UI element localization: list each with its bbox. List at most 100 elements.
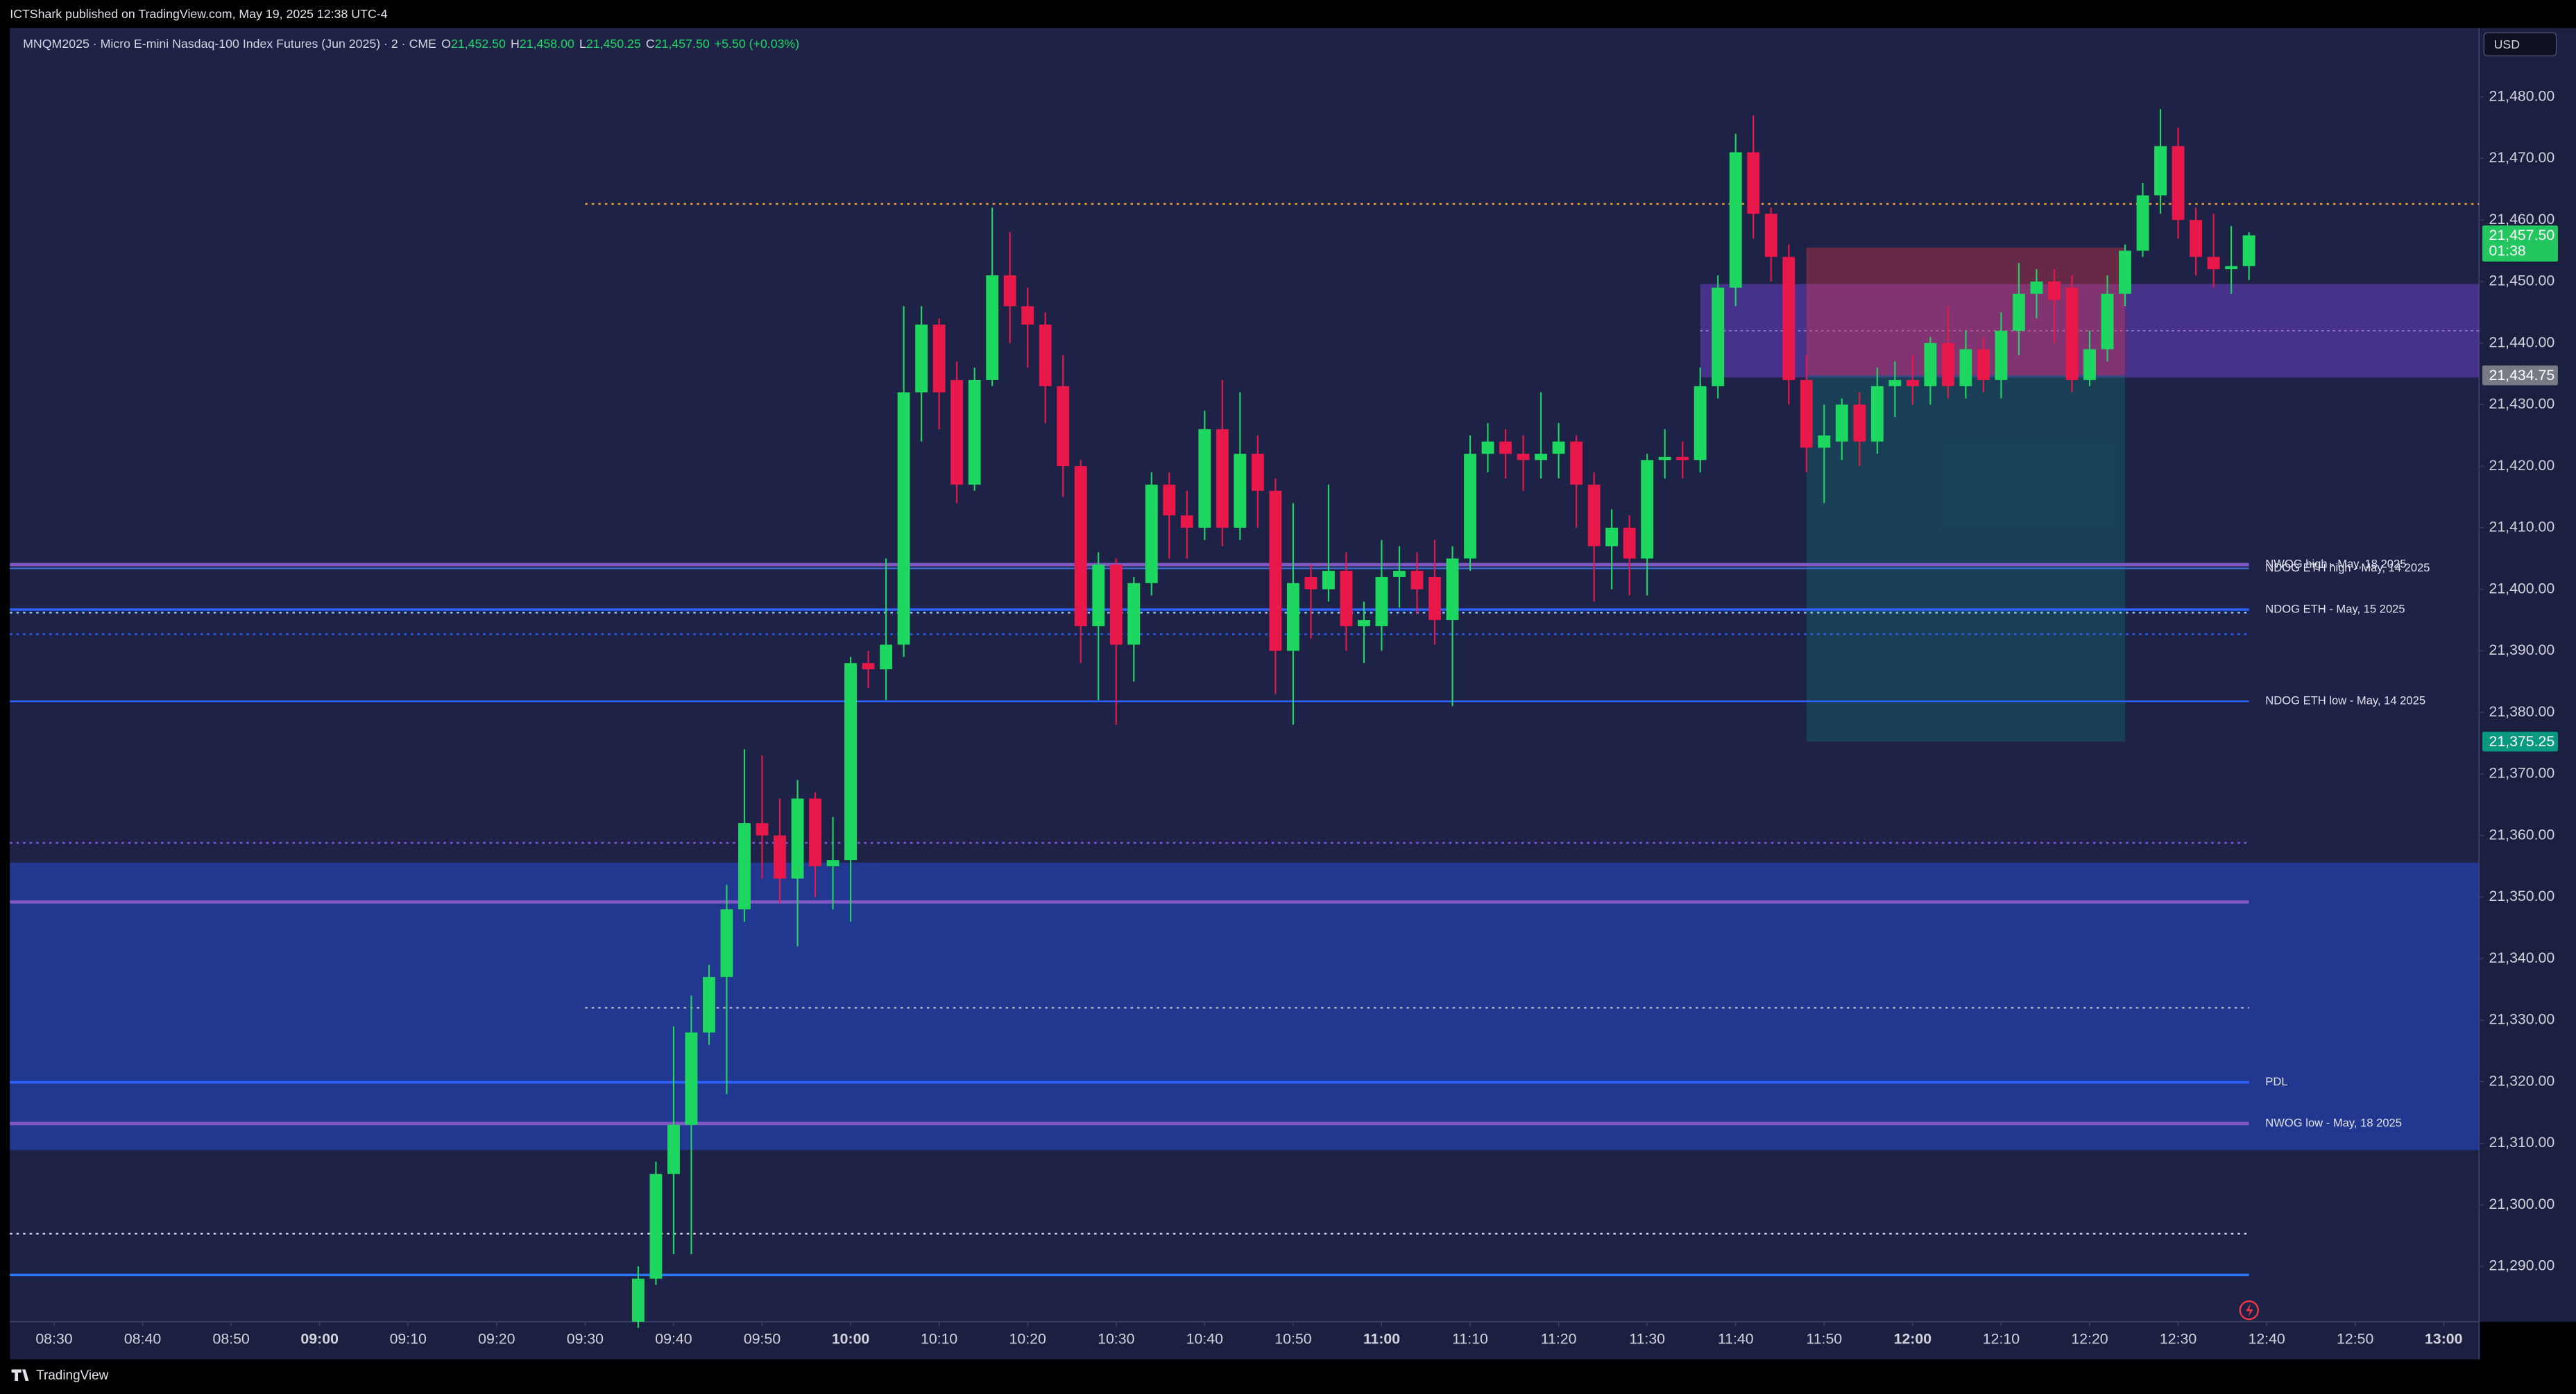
currency[interactable]: USD [2494, 37, 2520, 51]
x-tick-label: 12:00 [1894, 1330, 1931, 1347]
candle-body [1835, 404, 1848, 442]
x-tick-label: 12:50 [2337, 1330, 2373, 1347]
x-tick-label: 10:00 [832, 1330, 869, 1347]
candle-body [1535, 454, 1548, 461]
symbol-legend: MNQM2025 · Micro E-mini Nasdaq-100 Index… [23, 37, 799, 51]
countdown: 01:38 [2489, 243, 2525, 259]
candle-body [1180, 515, 1193, 528]
y-tick-label: 21,470.00 [2489, 149, 2554, 166]
x-tick-label: 09:30 [567, 1330, 604, 1347]
candle-body [1694, 386, 1707, 461]
candle-body [1641, 460, 1654, 559]
candle-body [791, 798, 804, 879]
x-tick-label: 08:30 [35, 1330, 72, 1347]
y-tick-label: 21,350.00 [2489, 888, 2554, 904]
level-label: NWOG high - May, 18 2025 [2265, 558, 2406, 571]
candle-body [2242, 235, 2255, 266]
y-tick-label: 21,310.00 [2489, 1134, 2554, 1151]
candle-body [1959, 349, 1972, 386]
x-tick-label: 10:20 [1009, 1330, 1046, 1347]
candle-body [1924, 343, 1937, 386]
ohlc-key: H [511, 37, 520, 51]
symbol: MNQM2025 · Micro E-mini Nasdaq-100 Index… [23, 37, 436, 51]
candle-body [703, 976, 715, 1033]
candle-body [1109, 565, 1123, 645]
candle-body [1906, 379, 1919, 386]
x-tick-label: 10:50 [1274, 1330, 1311, 1347]
candle-body [1499, 441, 1512, 454]
candle-body [649, 1173, 663, 1279]
candle-body [631, 1278, 645, 1322]
candle-body [1322, 571, 1335, 590]
y-tick-label: 21,360.00 [2489, 826, 2554, 843]
candle-body [1977, 349, 1990, 380]
candle-body [1446, 558, 1459, 621]
x-tick-label: 12:20 [2071, 1330, 2108, 1347]
y-tick-label: 21,430.00 [2489, 395, 2554, 412]
candle-body [1074, 466, 1087, 626]
last-price-badge [2482, 225, 2558, 262]
candle-body [1340, 571, 1353, 626]
candle-body [1304, 576, 1317, 590]
candle-body [1286, 583, 1299, 651]
candle-body [1782, 257, 1795, 380]
candle-body [2172, 146, 2185, 221]
candle-body [2119, 250, 2131, 294]
candle-body [1464, 454, 1476, 559]
y-tick-label: 21,450.00 [2489, 273, 2554, 289]
candle-body [1234, 454, 1247, 528]
candle-body [1375, 576, 1388, 626]
currency-box[interactable] [2483, 32, 2557, 57]
ohlc-key: C [646, 37, 655, 51]
y-tick-label: 21,420.00 [2489, 457, 2554, 474]
candle-body [1587, 484, 1601, 547]
level-label: NWOG low - May, 18 2025 [2265, 1116, 2402, 1129]
brand: TradingView [36, 1368, 109, 1383]
x-tick-label: 11:30 [1629, 1330, 1665, 1347]
candle-body [968, 379, 981, 485]
plot-area [10, 28, 2480, 1322]
candle-body [1428, 576, 1441, 621]
target-badge [2482, 732, 2558, 752]
candle-body [1393, 571, 1406, 577]
candle-body [1410, 571, 1424, 590]
candle-body [1145, 484, 1158, 583]
y-tick-label: 21,440.00 [2489, 334, 2554, 350]
candle-body [1605, 527, 1619, 547]
alert-icon[interactable] [2239, 1300, 2259, 1320]
alert-bolt [2246, 1303, 2253, 1317]
change: +5.50 (+0.03%) [715, 37, 799, 51]
x-tick-label: 12:30 [2160, 1330, 2197, 1347]
candle-body [1941, 343, 1954, 386]
candle-body [774, 835, 786, 879]
candle-body [2030, 281, 2043, 294]
candle-body [2083, 349, 2096, 380]
candle-body [2013, 293, 2025, 331]
y-tick-label: 21,370.00 [2489, 765, 2554, 782]
y-tick-label: 21,480.00 [2489, 87, 2554, 104]
candle-body [1729, 152, 1742, 288]
x-tick-label: 11:00 [1363, 1330, 1400, 1347]
candle-body [1800, 379, 1813, 448]
candle-body [1269, 490, 1282, 651]
candle-body [986, 275, 999, 380]
x-tick-label: 09:50 [744, 1330, 781, 1347]
candle-body [2101, 293, 2114, 350]
x-tick-label: 13:00 [2425, 1330, 2462, 1347]
candle-body [1552, 441, 1565, 454]
candle-body [1764, 214, 1777, 257]
ohlc-value: 21,457.50 [655, 37, 710, 51]
candle-body [1481, 441, 1494, 454]
candle-body [2136, 195, 2149, 251]
y-tick-label: 21,390.00 [2489, 642, 2554, 658]
y-tick-label: 21,400.00 [2489, 580, 2554, 596]
candle-body [2190, 220, 2203, 257]
x-tick-label: 08:50 [212, 1330, 249, 1347]
candle-body [1127, 583, 1141, 645]
candle-body [720, 909, 733, 977]
candle-body [1517, 454, 1530, 461]
y-tick-label: 21,290.00 [2489, 1257, 2554, 1274]
x-tick-label: 11:50 [1806, 1330, 1842, 1347]
target-label: 21,375.25 [2489, 733, 2554, 750]
candle-body [1853, 404, 1866, 442]
